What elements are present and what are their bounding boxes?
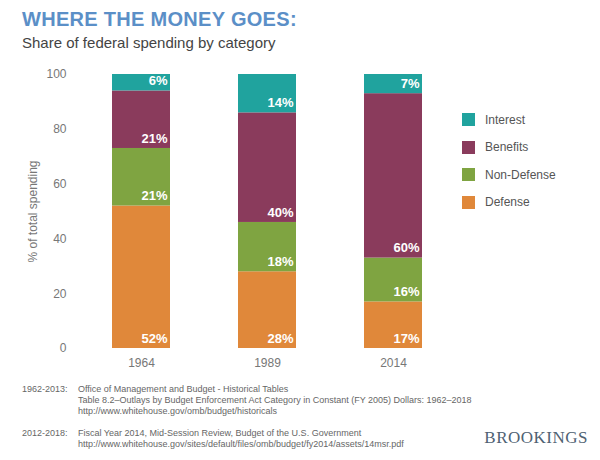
- html-text:WHERE THE MONEY GOES:: WHERE THE MONEY GOES:: [22, 8, 297, 30]
- svg-text:80: 80: [53, 122, 67, 136]
- html-text:BROOKINGS: BROOKINGS: [484, 428, 588, 447]
- svg-text:28%: 28%: [267, 331, 293, 346]
- svg-text:1964: 1964: [128, 356, 155, 370]
- svg-text:0: 0: [60, 341, 67, 355]
- html-text:http://www.whitehouse.gov/site: http://www.whitehouse.gov/sites/default/…: [78, 439, 404, 449]
- html-text:Interest: Interest: [485, 112, 525, 127]
- svg-text:60: 60: [53, 177, 67, 191]
- svg-text:% of total spending: % of total spending: [26, 160, 40, 262]
- html-text:http://www.whitehouse.gov/omb/: http://www.whitehouse.gov/omb/budget/his…: [78, 406, 278, 416]
- svg-text:40%: 40%: [267, 205, 293, 220]
- svg-text:17%: 17%: [393, 331, 419, 346]
- html-text:2012-2018:: 2012-2018:: [22, 428, 68, 438]
- svg-text:1989: 1989: [254, 356, 281, 370]
- svg-text:21%: 21%: [141, 131, 167, 146]
- svg-text:7%: 7%: [401, 76, 420, 91]
- svg-text:40: 40: [53, 232, 67, 246]
- svg-text:60%: 60%: [393, 240, 419, 255]
- html-text:1962-2013:: 1962-2013:: [22, 384, 68, 394]
- html-text:Office of Management and Budge: Office of Management and Budget - Histor…: [78, 384, 289, 394]
- svg-text:6%: 6%: [149, 73, 168, 88]
- html-text:Non-Defense: Non-Defense: [485, 167, 556, 182]
- html-text:Defense: Defense: [485, 195, 530, 210]
- svg-text:100: 100: [46, 67, 66, 81]
- svg-text:20: 20: [53, 287, 67, 301]
- html-text:Fiscal Year 2014, Mid-Session: Fiscal Year 2014, Mid-Session Review, Bu…: [78, 428, 362, 438]
- svg-text:2014: 2014: [380, 356, 407, 370]
- html-text:Benefits: Benefits: [485, 140, 529, 155]
- svg-text:16%: 16%: [393, 284, 419, 299]
- html-text:Table 8.2–Outlays by Budget En: Table 8.2–Outlays by Budget Enforcement …: [78, 395, 472, 405]
- svg-text:52%: 52%: [141, 331, 167, 346]
- html-text:Share of federal spending by c: Share of federal spending by category: [22, 34, 276, 51]
- svg-text:18%: 18%: [267, 254, 293, 269]
- svg-text:21%: 21%: [141, 188, 167, 203]
- svg-text:14%: 14%: [267, 95, 293, 110]
